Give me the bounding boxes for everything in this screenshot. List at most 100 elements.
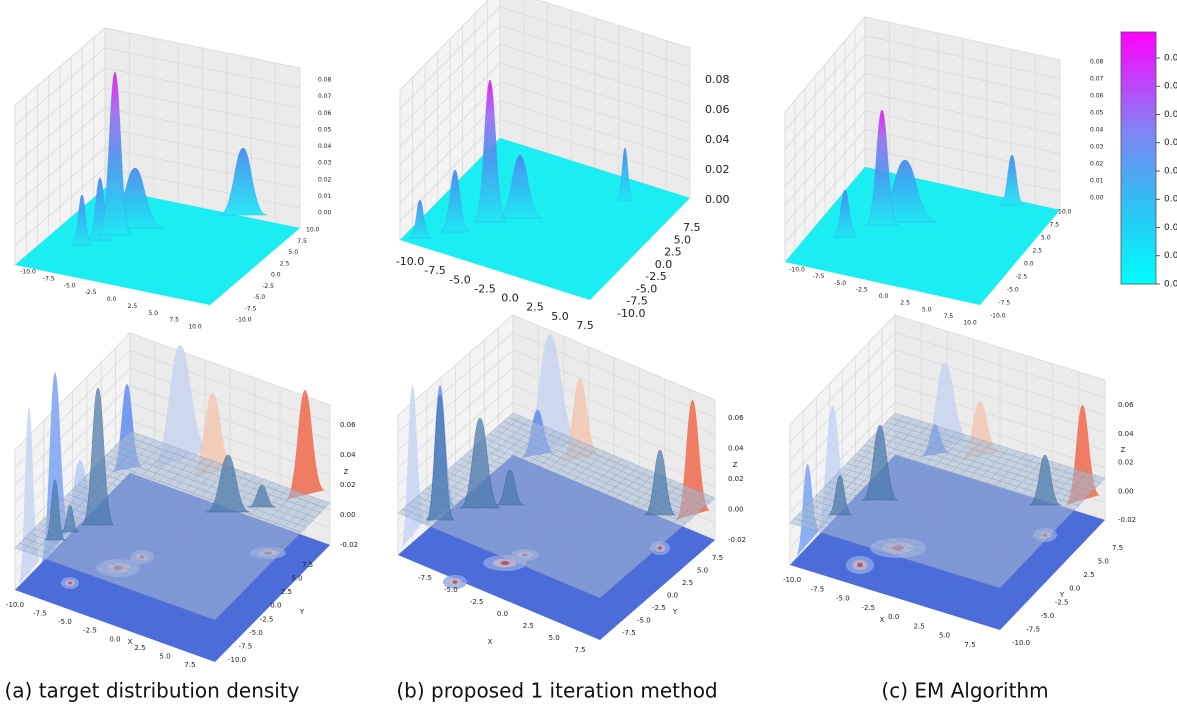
tick-label: 0.00 xyxy=(1118,487,1134,495)
wireframe xyxy=(991,475,1097,586)
tick-label: 0.06 xyxy=(1118,401,1134,409)
surface-peak xyxy=(827,474,853,516)
axis-label: X xyxy=(128,638,133,646)
wall-grid xyxy=(789,349,896,461)
tick-label: 0.04 xyxy=(1118,430,1134,438)
tick-label: 0.02 xyxy=(705,163,730,176)
wall-grid xyxy=(129,385,331,458)
tick-label: 0.0 xyxy=(271,272,281,279)
tick-label: -2.5 xyxy=(861,604,875,612)
axis-label: Z xyxy=(344,468,349,476)
tick-label: 0.0 xyxy=(655,258,673,271)
tick-label: 5.0 xyxy=(291,575,302,583)
tick-label: -2.5 xyxy=(262,283,274,290)
tick-label: 2.5 xyxy=(526,301,544,314)
wall-grid xyxy=(784,91,866,188)
tick-label: 0.0 xyxy=(1024,261,1034,268)
tick-label: 2.5 xyxy=(664,246,682,259)
wireframe xyxy=(206,499,322,618)
tick-label: -2.5 xyxy=(85,289,97,296)
axis-label: Y xyxy=(299,608,305,616)
wall-grid xyxy=(129,350,331,423)
tick-label: 0.02 xyxy=(318,176,332,183)
wall-grid xyxy=(14,350,131,468)
tick-label: -7.5 xyxy=(245,305,257,312)
tick-label: 0.07 xyxy=(318,93,332,100)
wireframe xyxy=(110,450,311,523)
tick-label: 0.06 xyxy=(1090,93,1104,100)
tick-label: -5.0 xyxy=(636,282,657,295)
colorbar-tick-label: 0.03 xyxy=(1164,195,1177,205)
wall-grid xyxy=(784,54,866,150)
surface-peak xyxy=(643,449,677,516)
colorbar-tick-label: 0.05 xyxy=(1164,138,1177,148)
wall-grid xyxy=(864,35,1061,80)
tick-label: 7.5 xyxy=(944,313,954,320)
tick-label: -7.5 xyxy=(811,585,825,593)
tick-label: 7.5 xyxy=(576,319,594,332)
tick-label: 0.0 xyxy=(497,610,508,618)
tick-label: 5.0 xyxy=(549,634,560,642)
surface-peak xyxy=(44,479,66,541)
contour xyxy=(68,581,72,585)
tick-label: -2.5 xyxy=(1055,598,1069,606)
wall-grid xyxy=(784,35,866,131)
wall-grid xyxy=(104,47,301,89)
tick-label: 7.5 xyxy=(1112,544,1123,552)
wall-grid xyxy=(399,6,501,109)
surface-peak xyxy=(60,504,80,533)
wall-grid xyxy=(894,349,1106,416)
colorbar-tick-label: 0.02 xyxy=(1164,223,1177,233)
tick-label: -2.5 xyxy=(474,282,495,295)
tick-label: 7.5 xyxy=(683,221,701,234)
contour xyxy=(500,561,510,565)
tick-label: -2.5 xyxy=(856,286,868,293)
tick-label: 0.08 xyxy=(318,77,332,84)
tick-label: 2.5 xyxy=(1083,571,1094,579)
tick-label: 2.5 xyxy=(134,644,145,652)
wireframe xyxy=(115,445,316,518)
tick-label: 0.04 xyxy=(318,143,332,150)
wall-grid xyxy=(399,62,501,166)
tick-label: 0.08 xyxy=(705,73,730,86)
wall-grid xyxy=(14,47,106,126)
tick-label: 0.0 xyxy=(270,602,281,610)
tick-label: 7.5 xyxy=(712,554,723,562)
tick-label: 10.0 xyxy=(963,320,977,327)
surface-peak xyxy=(999,154,1025,206)
tick-label: 2.5 xyxy=(1033,248,1043,255)
surface-peak xyxy=(205,454,251,513)
colorbar-tick-label: 0.04 xyxy=(1164,166,1177,176)
tick-label: -2.5 xyxy=(645,270,666,283)
tick-label: 0.06 xyxy=(705,103,730,116)
tick-label: -10.0 xyxy=(1012,639,1030,647)
tick-label: -5.0 xyxy=(58,618,72,626)
tick-label: 0.0 xyxy=(1069,585,1080,593)
surface-peak xyxy=(440,169,470,233)
wall-grid xyxy=(864,91,1061,136)
tick-label: 0.0 xyxy=(109,635,120,643)
wireframe xyxy=(591,494,707,595)
wireframe xyxy=(503,421,706,507)
tick-label: 5.0 xyxy=(289,249,299,256)
tick-label: -10.0 xyxy=(789,267,805,274)
surface-floor xyxy=(15,188,300,305)
wireframe xyxy=(982,472,1088,583)
tick-label: 0.04 xyxy=(1090,127,1104,134)
wall-grid xyxy=(104,107,301,149)
tick-label: -7.5 xyxy=(626,295,647,308)
caption: (b) proposed 1 iteration method xyxy=(396,679,717,703)
colorbar xyxy=(1120,31,1157,285)
wall-grid xyxy=(789,332,896,443)
tick-label: 5.0 xyxy=(159,652,170,660)
wall-grid xyxy=(789,367,896,478)
caption: (c) EM Algorithm xyxy=(881,679,1048,703)
tick-label: 0.07 xyxy=(1090,76,1104,83)
wall-grid xyxy=(397,332,514,433)
surface-peak xyxy=(218,147,268,216)
wall-grid xyxy=(14,87,106,166)
surface-peak xyxy=(497,154,543,219)
surface-peak xyxy=(247,484,277,508)
tick-label: -5.0 xyxy=(64,282,76,289)
